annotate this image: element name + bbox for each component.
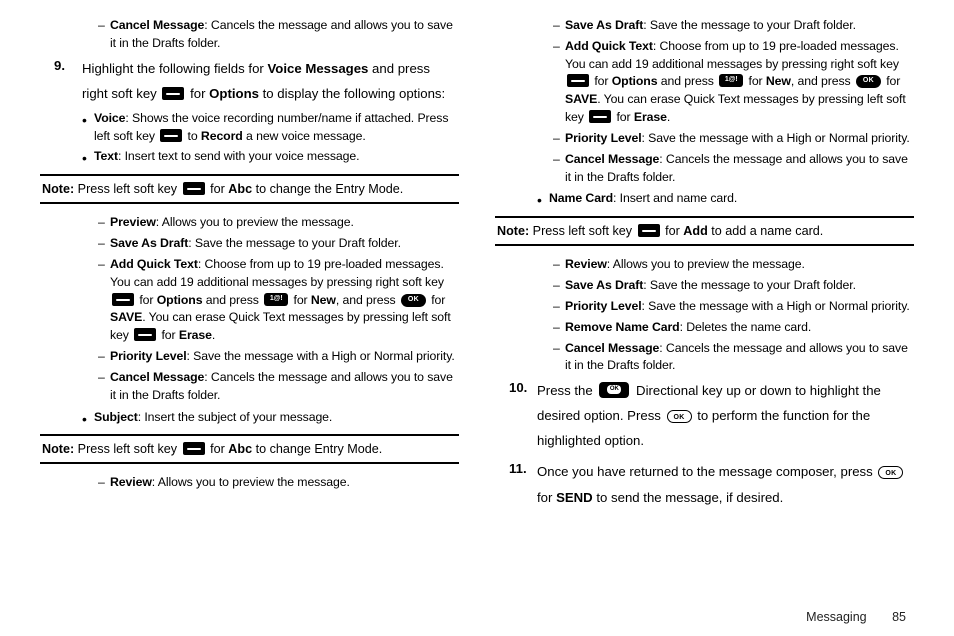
step-list: 9. Highlight the following fields for Vo…: [40, 56, 459, 106]
page-footer: Messaging 85: [806, 610, 906, 624]
bullet-list: Name Card: Insert and name card.: [495, 190, 914, 208]
step-9: 9. Highlight the following fields for Vo…: [40, 56, 459, 106]
symkey-icon: [719, 74, 743, 87]
dpad-icon: [599, 382, 629, 398]
ok-icon: [856, 75, 881, 88]
ok-icon: [667, 410, 692, 423]
step-10: 10. Press the Directional key up or down…: [495, 378, 914, 453]
softkey-icon: [134, 328, 156, 341]
list-item: Cancel Message: Cancels the message and …: [40, 17, 459, 53]
step-11: 11. Once you have returned to the messag…: [495, 459, 914, 509]
list-item: Add Quick Text: Choose from up to 19 pre…: [40, 256, 459, 345]
two-column-layout: Cancel Message: Cancels the message and …: [40, 14, 914, 594]
softkey-icon: [567, 74, 589, 87]
softkey-icon: [160, 129, 182, 142]
symkey-icon: [264, 293, 288, 306]
list-item: Name Card: Insert and name card.: [495, 190, 914, 208]
ok-icon: [401, 294, 426, 307]
section-name: Messaging: [806, 610, 866, 624]
softkey-icon: [162, 87, 184, 100]
dash-list: Save As Draft: Save the message to your …: [495, 17, 914, 186]
list-item: Preview: Allows you to preview the messa…: [40, 214, 459, 232]
list-item: Cancel Message: Cancels the message and …: [495, 151, 914, 187]
list-item: Review: Allows you to preview the messag…: [495, 256, 914, 274]
step-text: Press the Directional key up or down to …: [537, 378, 914, 453]
list-item: Text: Insert text to send with your voic…: [40, 148, 459, 166]
note-box: Note: Press left soft key for Abc to cha…: [40, 434, 459, 464]
bullet-list: Subject: Insert the subject of your mess…: [40, 409, 459, 427]
dash-list: Cancel Message: Cancels the message and …: [40, 17, 459, 53]
list-item: Subject: Insert the subject of your mess…: [40, 409, 459, 427]
list-item: Voice: Shows the voice recording number/…: [40, 110, 459, 146]
dash-list: Review: Allows you to preview the messag…: [495, 256, 914, 375]
dash-list: Review: Allows you to preview the messag…: [40, 474, 459, 492]
step-text: Once you have returned to the message co…: [537, 459, 914, 509]
list-item: Priority Level: Save the message with a …: [495, 298, 914, 316]
list-item: Priority Level: Save the message with a …: [40, 348, 459, 366]
ok-icon: [878, 466, 903, 479]
softkey-icon: [589, 110, 611, 123]
item-title: Cancel Message: [110, 18, 204, 32]
list-item: Add Quick Text: Choose from up to 19 pre…: [495, 38, 914, 127]
step-number: 9.: [54, 56, 65, 75]
note-box: Note: Press left soft key for Add to add…: [495, 216, 914, 246]
list-item: Cancel Message: Cancels the message and …: [40, 369, 459, 405]
softkey-icon: [112, 293, 134, 306]
softkey-icon: [183, 182, 205, 195]
list-item: Cancel Message: Cancels the message and …: [495, 340, 914, 376]
manual-page: Cancel Message: Cancels the message and …: [0, 0, 954, 636]
step-text: Highlight the following fields for Voice…: [82, 56, 459, 106]
step-list: 10. Press the Directional key up or down…: [495, 378, 914, 509]
list-item: Save As Draft: Save the message to your …: [495, 277, 914, 295]
softkey-icon: [638, 224, 660, 237]
list-item: Save As Draft: Save the message to your …: [495, 17, 914, 35]
list-item: Priority Level: Save the message with a …: [495, 130, 914, 148]
softkey-icon: [183, 442, 205, 455]
bullet-list: Voice: Shows the voice recording number/…: [40, 110, 459, 166]
dash-list: Preview: Allows you to preview the messa…: [40, 214, 459, 404]
list-item: Save As Draft: Save the message to your …: [40, 235, 459, 253]
step-number: 11.: [509, 459, 527, 478]
list-item: Remove Name Card: Deletes the name card.: [495, 319, 914, 337]
step-number: 10.: [509, 378, 527, 397]
list-item: Review: Allows you to preview the messag…: [40, 474, 459, 492]
page-number: 85: [892, 610, 906, 624]
note-box: Note: Press left soft key for Abc to cha…: [40, 174, 459, 204]
